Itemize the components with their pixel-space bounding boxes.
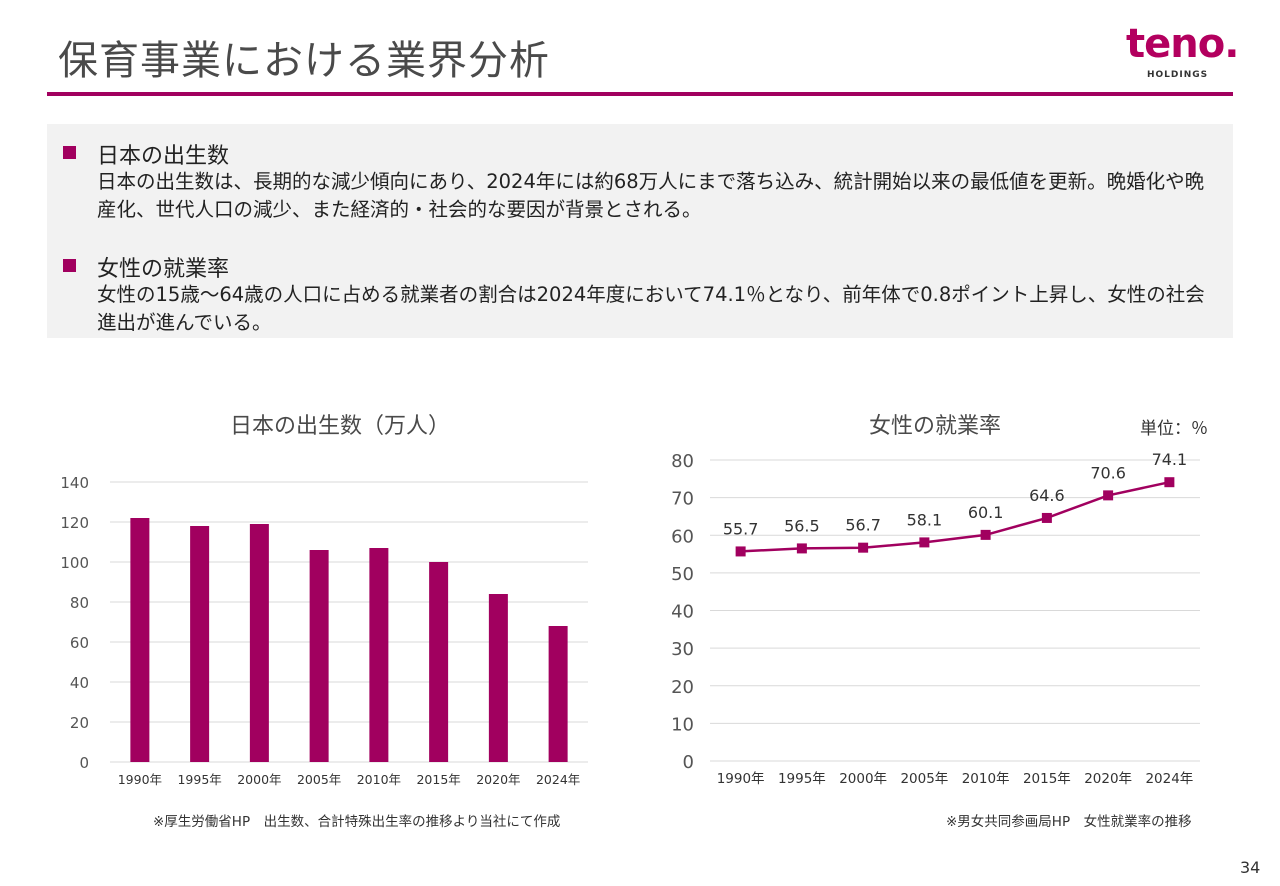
y-tick-label: 0 [683,752,694,773]
data-point-marker [1103,490,1114,501]
section-body: 女性の15歳～64歳の人口に占める就業者の割合は2024年度において74.1％と… [97,283,1205,334]
y-tick-label: 20 [671,677,694,698]
x-tick-label: 1995年 [778,771,826,787]
y-tick-label: 60 [70,634,89,652]
y-tick-label: 60 [671,526,694,547]
x-tick-label: 2024年 [1145,771,1193,787]
y-tick-label: 50 [671,564,694,585]
bar [190,526,210,762]
births-bar-chart: 0 20 40 60 80 100 120 140 1990年 1995年 2000年 2005年 20… [60,474,588,787]
section-title: 女性の就業率 [97,257,230,282]
employment-chart-title: 女性の就業率 [868,414,1001,439]
y-tick-label: 80 [671,451,694,472]
title-divider [47,92,1233,96]
births-source-note: ※厚生労働省HP 出生数、合計特殊出生率の推移より当社にて作成 [153,814,561,830]
data-point-marker [858,542,869,553]
y-tick-label: 10 [671,714,694,735]
x-tick-label: 2010年 [962,771,1010,787]
employment-line-chart: 0 10 20 30 40 50 60 70 80 55.7 1990年 56.5 1995年 56.7 2… [671,450,1200,787]
y-tick-label: 140 [60,474,89,492]
page-title: 保育事業における業界分析 [58,38,550,84]
data-point-marker [735,546,746,557]
y-tick-label: 0 [79,754,89,772]
page-number: 34 [1240,858,1261,877]
data-label: 70.6 [1090,463,1126,482]
data-label: 55.7 [723,519,759,538]
section-title: 日本の出生数 [97,144,230,169]
data-label: 56.5 [784,516,820,535]
x-tick-label: 2000年 [237,772,281,787]
y-tick-label: 40 [671,602,694,623]
section-employment: 女性の就業率 女性の15歳～64歳の人口に占める就業者の割合は2024年度におい… [63,251,1217,337]
summary-box: 日本の出生数 日本の出生数は、長期的な減少傾向にあり、2024年には約68万人に… [47,124,1233,338]
bar [429,562,449,762]
x-tick-label: 2015年 [1023,771,1071,787]
y-tick-label: 80 [70,594,89,612]
section-births: 日本の出生数 日本の出生数は、長期的な減少傾向にあり、2024年には約68万人に… [63,138,1217,224]
logo-wordmark: teno. [1126,21,1239,67]
x-tick-label: 1990年 [717,771,765,787]
x-tick-label: 2024年 [536,772,580,787]
x-tick-label: 2010年 [357,772,401,787]
y-tick-label: 100 [60,554,89,572]
data-label: 64.6 [1029,486,1065,505]
data-label: 56.7 [845,516,881,535]
square-bullet-icon [63,259,76,272]
logo-subtext: HOLDINGS [1147,70,1209,80]
bar [249,524,269,762]
bar [488,594,508,762]
teno-holdings-logo: teno. HOLDINGS [1126,20,1239,86]
x-tick-label: 2005年 [297,772,341,787]
square-bullet-icon [63,146,76,159]
births-chart-title: 日本の出生数（万人） [229,414,450,439]
section-body: 日本の出生数は、長期的な減少傾向にあり、2024年には約68万人にまで落ち込み、… [97,170,1205,221]
data-label: 74.1 [1152,450,1188,469]
x-tick-label: 2015年 [416,772,460,787]
x-tick-label: 2020年 [476,772,520,787]
bar [548,626,568,762]
data-point-marker [1164,477,1175,488]
y-tick-label: 20 [70,714,89,732]
data-point-marker [796,543,807,554]
y-tick-label: 40 [70,674,89,692]
bar [130,518,150,762]
bar [309,550,329,762]
x-tick-label: 2005年 [900,771,948,787]
data-point-marker [919,537,930,548]
data-point-marker [980,529,991,540]
y-tick-label: 70 [671,489,694,510]
employment-source-note: ※男女共同参画局HP 女性就業率の推移 [946,814,1192,830]
x-tick-label: 2000年 [839,771,887,787]
y-tick-label: 120 [60,514,89,532]
y-tick-label: 30 [671,639,694,660]
data-label: 58.1 [907,510,943,529]
bar [369,548,389,762]
x-tick-label: 1995年 [177,772,221,787]
unit-label: 単位：％ [1140,419,1208,439]
data-label: 60.1 [968,503,1004,522]
data-point-marker [1041,512,1052,523]
series-line [740,480,1170,553]
x-tick-label: 1990年 [118,772,162,787]
x-tick-label: 2020年 [1084,771,1132,787]
